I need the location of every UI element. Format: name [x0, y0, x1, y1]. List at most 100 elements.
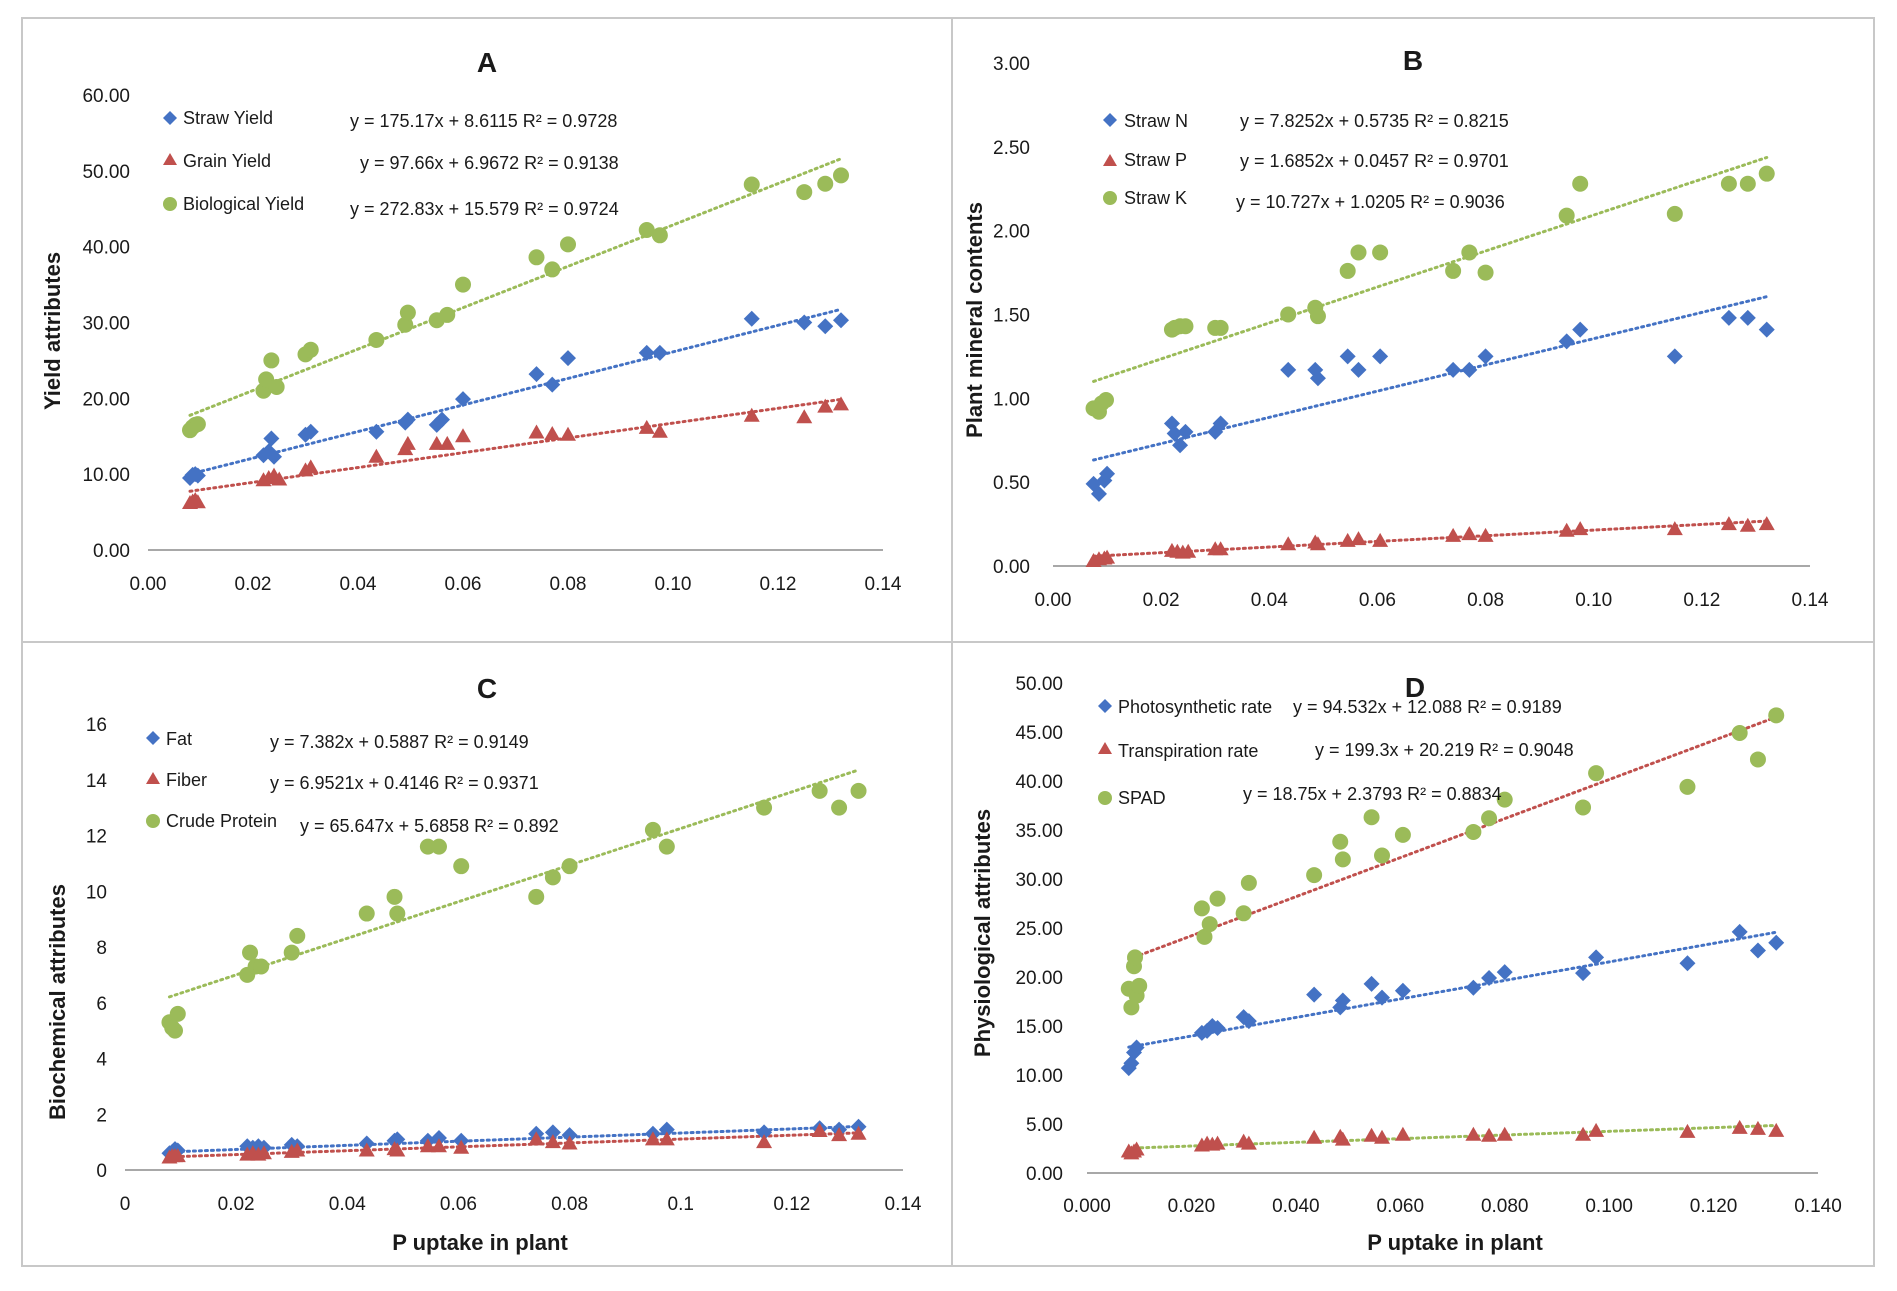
- point-straw-p: [1309, 536, 1326, 551]
- point-fiber: [255, 1145, 272, 1160]
- x-tick-label: 0.040: [1272, 1196, 1320, 1217]
- point-photosynthetic-rate: [1235, 1009, 1252, 1026]
- point-transpiration-rate: [1363, 1127, 1380, 1142]
- point-straw-p: [1280, 536, 1297, 551]
- point-straw-yield: [560, 350, 576, 367]
- point-straw-k: [1477, 264, 1494, 281]
- trendline-photosynthetic-rate: [1127, 930, 1778, 1049]
- y-tick-label: 10: [86, 882, 107, 903]
- trendline-straw-p: [1092, 519, 1769, 558]
- point-fat: [544, 1124, 561, 1141]
- point-spad: [1588, 765, 1605, 782]
- panel-a-points: [182, 167, 849, 509]
- panel-b-title: B: [1403, 45, 1423, 76]
- equation-straw-p: y = 1.6852x + 0.0457 R² = 0.9701: [1240, 151, 1509, 171]
- y-tick-label: 8: [96, 938, 107, 959]
- point-biological-yield: [651, 227, 668, 244]
- y-tick-label: 6: [96, 994, 107, 1015]
- legend-label-straw-k: Straw K: [1124, 188, 1187, 208]
- panel-b: B Plant mineral contents 0.00 0.02 0.04 0.0…: [951, 17, 1875, 643]
- legend-entry: Grain Yield y = 97.66x + 6.9672 R² = 0.9…: [163, 151, 619, 173]
- y-tick-label: 10.00: [1015, 1066, 1063, 1087]
- equation-fat: y = 7.382x + 0.5887 R² = 0.9149: [270, 732, 529, 752]
- point-spad: [1679, 778, 1696, 795]
- legend-circle-marker: [163, 197, 177, 211]
- panel-b-trendlines: [1092, 155, 1769, 558]
- panel-a-legend: Straw Yield y = 175.17x + 8.6115 R² = 0.…: [163, 108, 619, 219]
- point-crude-protein: [167, 1022, 184, 1039]
- equation-transpiration-rate: y = 199.3x + 20.219 R² = 0.9048: [1315, 740, 1574, 760]
- point-straw-yield: [796, 314, 813, 331]
- point-straw-n: [1372, 348, 1389, 365]
- point-spad: [1332, 833, 1349, 850]
- panel-c-title: C: [477, 673, 497, 704]
- equation-crude-protein: y = 65.647x + 5.6858 R² = 0.892: [300, 816, 559, 836]
- point-spad: [1240, 874, 1257, 891]
- point-straw-p: [1666, 521, 1683, 536]
- point-fiber: [850, 1125, 867, 1140]
- legend-label-transpiration-rate: Transpiration rate: [1118, 741, 1258, 761]
- legend-label-photosynthetic-rate: Photosynthetic rate: [1118, 697, 1272, 717]
- point-straw-k: [1720, 175, 1737, 192]
- panel-d-legend: Photosynthetic rate y = 94.532x + 12.088…: [1098, 697, 1574, 808]
- point-fiber: [811, 1122, 828, 1137]
- point-straw-n: [1758, 321, 1775, 338]
- legend-triangle-marker: [1103, 154, 1117, 166]
- trendline-fiber: [167, 1131, 861, 1159]
- point-straw-n: [1177, 423, 1194, 440]
- point-straw-n: [1090, 485, 1107, 502]
- x-tick-label: 0.14: [865, 574, 902, 595]
- point-photosynthetic-rate: [1749, 942, 1766, 959]
- y-tick-label: 50.00: [1015, 674, 1063, 695]
- point-straw-p: [1739, 517, 1756, 532]
- x-tick-label: 0.00: [130, 574, 167, 595]
- point-transpiration-rate: [1334, 1131, 1351, 1146]
- y-tick-label: 15.00: [1015, 1017, 1063, 1038]
- point-photosynthetic-rate: [1496, 964, 1513, 981]
- point-spad: [1334, 851, 1351, 868]
- point-straw-k: [1445, 262, 1462, 279]
- point-biological-yield: [189, 416, 206, 433]
- point-fat: [561, 1127, 578, 1144]
- point-transpiration-rate: [1679, 1123, 1696, 1138]
- point-straw-k: [1212, 319, 1229, 336]
- point-crude-protein: [386, 888, 403, 905]
- x-tick-label: 0.1: [668, 1194, 694, 1215]
- y-tick-label: 35.00: [1015, 821, 1063, 842]
- y-tick-label: 5.00: [1026, 1115, 1063, 1136]
- point-grain-yield: [528, 424, 545, 439]
- point-grain-yield: [189, 494, 206, 509]
- panel-a: A Yield attributes 0.00 0.02 0.04 0.06 0.08 0…: [21, 17, 953, 643]
- point-straw-p: [1180, 543, 1197, 558]
- point-fiber: [430, 1138, 447, 1153]
- point-transpiration-rate: [1209, 1135, 1226, 1150]
- point-photosynthetic-rate: [1209, 1019, 1226, 1036]
- point-spad: [1374, 847, 1391, 864]
- panel-c-trendlines: [167, 768, 861, 1159]
- legend-label-grain-yield: Grain Yield: [183, 151, 271, 171]
- point-grain-yield: [651, 423, 668, 438]
- trendline-spad: [1127, 1123, 1778, 1150]
- x-tick-label: 0.04: [329, 1194, 366, 1215]
- y-tick-label: 25.00: [1015, 919, 1063, 940]
- point-crude-protein: [169, 1005, 186, 1022]
- point-straw-k: [1280, 306, 1297, 323]
- panel-b-points: [1085, 165, 1775, 567]
- point-biological-yield: [638, 221, 655, 238]
- point-crude-protein: [358, 905, 375, 922]
- x-tick-label: 0.14: [1792, 590, 1829, 611]
- panel-c-y-ticks: 0 2 4 6 8 10 12 14 16: [86, 715, 108, 1182]
- point-fiber: [528, 1131, 545, 1146]
- x-tick-label: 0.08: [550, 574, 587, 595]
- x-tick-label: 0.14: [885, 1194, 922, 1215]
- point-straw-n: [1461, 361, 1478, 378]
- point-biological-yield: [397, 316, 414, 333]
- point-photosynthetic-rate: [1575, 965, 1592, 982]
- point-transpiration-rate: [1128, 1141, 1145, 1156]
- point-fiber: [831, 1127, 848, 1142]
- equation-grain-yield: y = 97.66x + 6.9672 R² = 0.9138: [360, 153, 619, 173]
- panel-a-frame: [21, 17, 953, 643]
- point-straw-n: [1666, 348, 1683, 365]
- point-grain-yield: [817, 398, 834, 413]
- point-transpiration-rate: [1496, 1126, 1513, 1141]
